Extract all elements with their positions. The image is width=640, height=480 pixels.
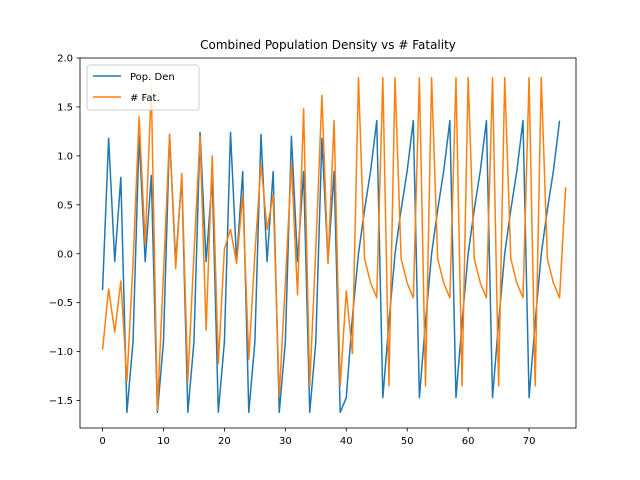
x-tick-label: 30: [279, 436, 292, 447]
legend-label-fatality: # Fat.: [130, 93, 160, 104]
legend: Pop. Den # Fat.: [86, 64, 200, 111]
x-axis: 0 10 20 30 40 50 60 70: [99, 428, 535, 447]
y-tick-label: −0.5: [49, 298, 73, 309]
x-tick-label: 70: [523, 436, 536, 447]
x-tick-label: 10: [157, 436, 170, 447]
y-tick-label: 0.0: [57, 249, 73, 260]
x-tick-label: 0: [99, 436, 105, 447]
y-tick-label: 0.5: [57, 200, 73, 211]
y-axis: −1.5 −1.0 −0.5 0.0 0.5 1.0 1.5 2.0: [49, 54, 80, 407]
x-tick-label: 20: [218, 436, 231, 447]
x-tick-label: 60: [462, 436, 475, 447]
x-tick-label: 40: [340, 436, 353, 447]
plot-area-frame: [79, 57, 577, 429]
chart-title: Combined Population Density vs # Fatalit…: [200, 38, 456, 52]
legend-label-pop-den: Pop. Den: [130, 72, 175, 83]
y-tick-label: 1.0: [57, 151, 73, 162]
y-tick-label: 2.0: [57, 54, 73, 65]
y-tick-label: −1.0: [49, 347, 73, 358]
series-layer: [101, 76, 567, 414]
x-tick-label: 50: [401, 436, 414, 447]
series-line-fatality: [101, 76, 567, 412]
y-tick-label: 1.5: [57, 102, 73, 113]
y-tick-label: −1.5: [49, 396, 73, 407]
